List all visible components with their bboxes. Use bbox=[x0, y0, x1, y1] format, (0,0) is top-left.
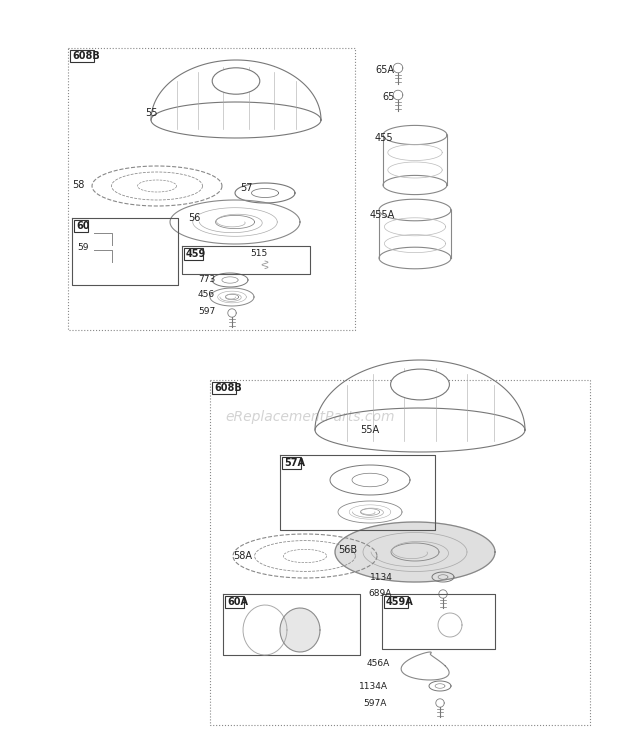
Text: 456A: 456A bbox=[367, 659, 390, 668]
Bar bbox=[74, 220, 88, 232]
Text: 65: 65 bbox=[382, 92, 394, 102]
Text: 55A: 55A bbox=[360, 425, 379, 435]
Text: 608B: 608B bbox=[214, 383, 242, 393]
Text: 56B: 56B bbox=[338, 545, 357, 555]
Text: 58: 58 bbox=[72, 180, 84, 190]
Bar bbox=[70, 50, 94, 62]
Text: 597A: 597A bbox=[363, 699, 386, 708]
Ellipse shape bbox=[212, 68, 260, 94]
Text: 459A: 459A bbox=[386, 597, 414, 607]
Text: 689A: 689A bbox=[368, 589, 391, 598]
Text: 455: 455 bbox=[375, 133, 394, 143]
Text: 1134A: 1134A bbox=[359, 682, 388, 691]
Text: 456: 456 bbox=[198, 290, 215, 299]
Text: 608B: 608B bbox=[72, 51, 100, 61]
Text: 515: 515 bbox=[250, 249, 267, 258]
Text: 60: 60 bbox=[76, 221, 89, 231]
Bar bbox=[212, 382, 236, 394]
Text: 60A: 60A bbox=[227, 597, 248, 607]
Text: 597: 597 bbox=[198, 307, 215, 316]
Bar bbox=[384, 596, 408, 608]
Text: 57A: 57A bbox=[284, 458, 305, 468]
Bar bbox=[282, 457, 301, 469]
Text: 455A: 455A bbox=[370, 210, 396, 220]
Polygon shape bbox=[335, 522, 495, 582]
Text: 1134: 1134 bbox=[370, 573, 393, 582]
Text: eReplacementParts.com: eReplacementParts.com bbox=[225, 410, 395, 423]
Ellipse shape bbox=[391, 369, 450, 400]
Text: 55: 55 bbox=[145, 108, 157, 118]
Text: 459: 459 bbox=[186, 249, 206, 259]
Text: 59: 59 bbox=[77, 243, 89, 252]
Text: 65A: 65A bbox=[375, 65, 394, 75]
Polygon shape bbox=[280, 608, 320, 652]
Bar bbox=[225, 596, 244, 608]
Text: 58A: 58A bbox=[233, 551, 252, 561]
Text: 773: 773 bbox=[198, 275, 215, 284]
Text: 57: 57 bbox=[240, 183, 252, 193]
Bar bbox=[184, 248, 203, 260]
Text: 56: 56 bbox=[188, 213, 200, 223]
